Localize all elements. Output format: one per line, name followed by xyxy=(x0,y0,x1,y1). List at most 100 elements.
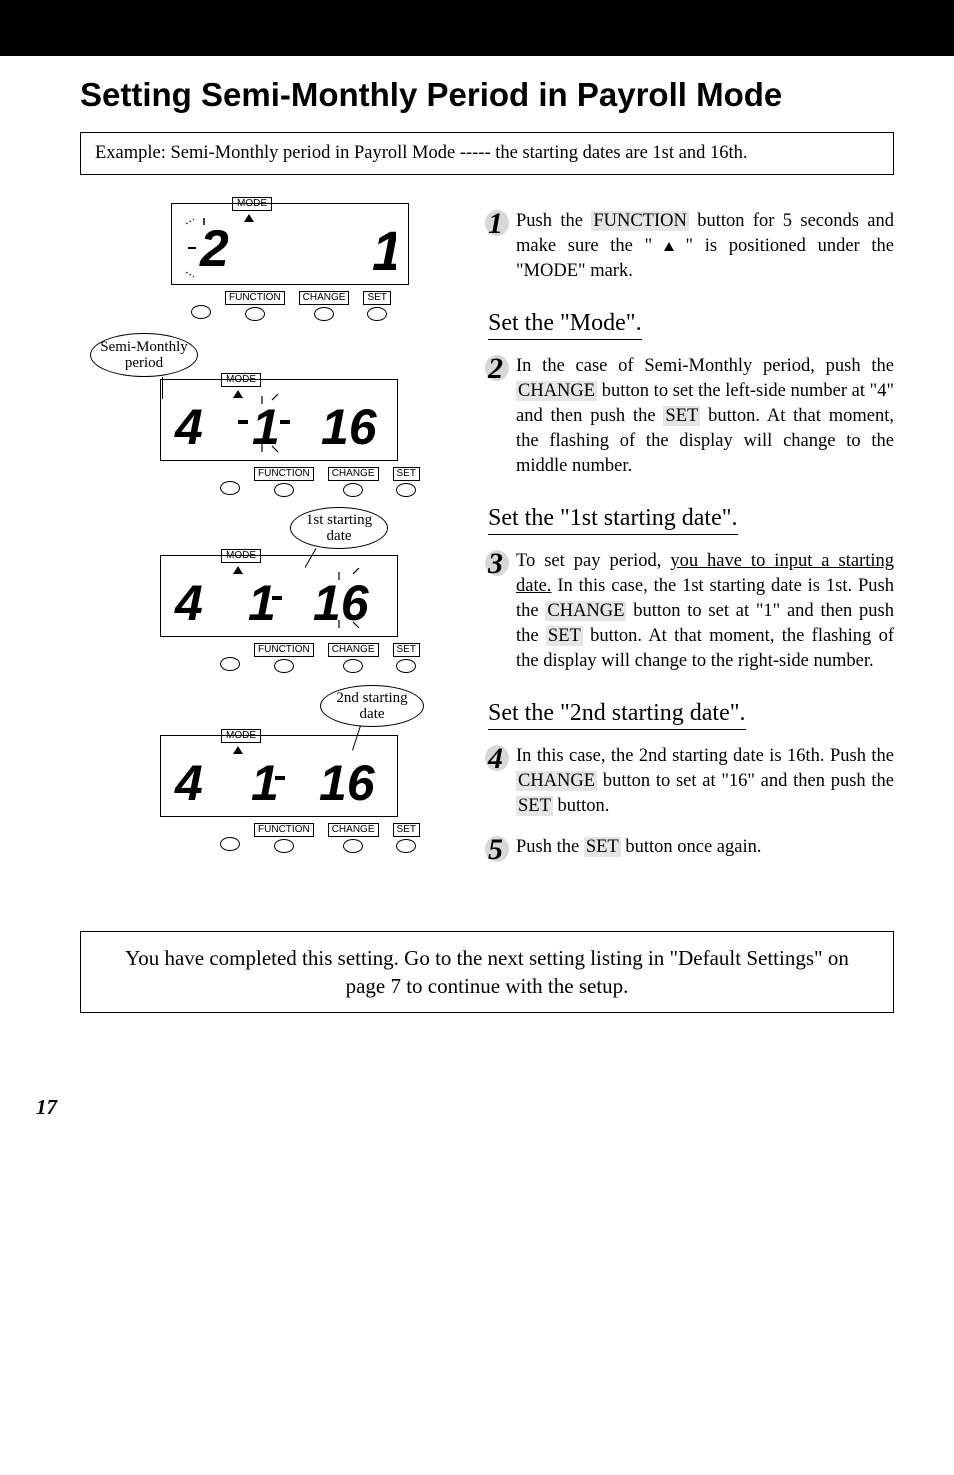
svg-text:16: 16 xyxy=(321,399,378,455)
section-heading-mode: Set the "Mode". xyxy=(488,310,642,340)
button-row: FUNCTION CHANGE SET xyxy=(220,823,420,853)
step-number: 5 xyxy=(488,835,516,865)
change-button: CHANGE xyxy=(328,467,379,497)
step-2: 2 In the case of Semi-Monthly period, pu… xyxy=(488,354,894,479)
seven-seg-1-dashed: 1 xyxy=(234,392,294,456)
function-button: FUNCTION xyxy=(225,291,285,321)
step-text: In the case of Semi-Monthly period, push… xyxy=(516,354,894,479)
left-column: MODE 2 xyxy=(80,203,460,881)
footer-completion-box: You have completed this setting. Go to t… xyxy=(80,931,894,1014)
svg-text:4: 4 xyxy=(174,755,203,811)
mode-label: MODE xyxy=(232,197,272,211)
button-blank xyxy=(220,837,240,851)
lcd-digits: 4 1 16 xyxy=(169,560,389,634)
lcd-frame: MODE 4 1 xyxy=(160,379,398,461)
change-button: CHANGE xyxy=(328,643,379,673)
seven-seg-4: 4 xyxy=(173,392,209,456)
set-key-label: SET xyxy=(663,406,700,426)
two-column-layout: MODE 2 xyxy=(80,203,894,881)
step-text: To set pay period, you have to input a s… xyxy=(516,549,894,674)
seven-seg-4: 4 xyxy=(173,568,209,632)
button-row: FUNCTION CHANGE SET xyxy=(191,291,409,321)
step-text: Push the SET button once again. xyxy=(516,835,762,860)
step-text: Push the FUNCTION button for 5 seconds a… xyxy=(516,209,894,284)
callout-second-starting: 2nd starting date xyxy=(320,685,424,727)
callout-first-starting: 1st starting date xyxy=(290,507,388,549)
lcd-digits: 4 1 xyxy=(169,384,389,458)
button-row: FUNCTION CHANGE SET xyxy=(220,467,420,497)
set-key-label: SET xyxy=(584,837,621,857)
set-button: SET xyxy=(363,291,390,321)
step-number: 1 xyxy=(488,209,516,239)
seven-seg-1: 1 xyxy=(234,568,284,632)
seven-seg-1: 1 xyxy=(366,216,396,280)
header-black-bar xyxy=(0,0,954,56)
lcd-display-3: 1st starting date MODE 4 1 xyxy=(120,515,420,673)
page-number: 17 xyxy=(36,1095,954,1120)
set-button: SET xyxy=(393,643,420,673)
button-blank xyxy=(220,481,240,495)
change-key-label: CHANGE xyxy=(516,771,597,791)
set-key-label: SET xyxy=(546,626,583,646)
triangle-up-icon xyxy=(244,214,254,222)
svg-text:4: 4 xyxy=(174,575,203,631)
step-number: 3 xyxy=(488,549,516,579)
triangle-up-icon xyxy=(233,566,243,574)
set-button: SET xyxy=(393,467,420,497)
mode-label: MODE xyxy=(221,729,261,743)
section-heading-1st: Set the "1st starting date". xyxy=(488,505,738,535)
right-column: 1 Push the FUNCTION button for 5 seconds… xyxy=(488,203,894,881)
lcd-frame: MODE 2 xyxy=(171,203,409,285)
step-number: 2 xyxy=(488,354,516,384)
lcd-frame: MODE 4 1 16 xyxy=(160,555,398,637)
step-4: 4 In this case, the 2nd starting date is… xyxy=(488,744,894,819)
lcd-display-2: Semi-Monthly period MODE 4 1 xyxy=(120,339,420,497)
lcd-frame: MODE 4 1 16 xyxy=(160,735,398,817)
button-blank xyxy=(191,305,211,319)
svg-text:1: 1 xyxy=(252,399,280,455)
seven-seg-4: 4 xyxy=(173,748,209,812)
svg-text:1: 1 xyxy=(251,755,279,811)
page-content: Setting Semi-Monthly Period in Payroll M… xyxy=(0,56,954,1085)
lcd-digits: 4 1 16 xyxy=(169,740,389,814)
lcd-digits: 2 1 xyxy=(180,208,400,282)
svg-text:1: 1 xyxy=(372,219,396,280)
example-box: Example: Semi-Monthly period in Payroll … xyxy=(80,132,894,175)
svg-text:2: 2 xyxy=(199,220,228,278)
function-key-label: FUNCTION xyxy=(591,211,689,231)
step-number: 4 xyxy=(488,744,516,774)
lcd-display-4: 2nd starting date MODE 4 1 xyxy=(120,691,420,853)
change-key-label: CHANGE xyxy=(516,381,597,401)
step-1: 1 Push the FUNCTION button for 5 seconds… xyxy=(488,209,894,284)
mode-label: MODE xyxy=(221,549,261,563)
function-button: FUNCTION xyxy=(254,467,314,497)
mode-label: MODE xyxy=(221,373,261,387)
step-text: In this case, the 2nd starting date is 1… xyxy=(516,744,894,819)
svg-text:1: 1 xyxy=(248,575,276,631)
section-heading-2nd: Set the "2nd starting date". xyxy=(488,700,746,730)
triangle-up-icon xyxy=(233,390,243,398)
set-key-label: SET xyxy=(516,796,553,816)
button-row: FUNCTION CHANGE SET xyxy=(220,643,420,673)
step-5: 5 Push the SET button once again. xyxy=(488,835,894,865)
seven-seg-16: 16 xyxy=(319,392,385,456)
callout-semi-monthly: Semi-Monthly period xyxy=(90,333,198,377)
step-3: 3 To set pay period, you have to input a… xyxy=(488,549,894,674)
seven-seg-1: 1 xyxy=(237,748,287,812)
seven-seg-2: 2 xyxy=(184,216,228,280)
seven-seg-16: 16 xyxy=(315,748,385,812)
seven-seg-16-dashed: 16 xyxy=(309,568,385,632)
triangle-up-icon xyxy=(233,746,243,754)
change-button: CHANGE xyxy=(328,823,379,853)
svg-text:16: 16 xyxy=(313,575,370,631)
set-button: SET xyxy=(393,823,420,853)
button-blank xyxy=(220,657,240,671)
lcd-display-1: MODE 2 xyxy=(171,203,409,321)
svg-text:4: 4 xyxy=(174,399,203,455)
svg-text:16: 16 xyxy=(319,755,376,811)
change-key-label: CHANGE xyxy=(545,601,626,621)
page-title: Setting Semi-Monthly Period in Payroll M… xyxy=(80,76,894,114)
function-button: FUNCTION xyxy=(254,643,314,673)
change-button: CHANGE xyxy=(299,291,350,321)
function-button: FUNCTION xyxy=(254,823,314,853)
